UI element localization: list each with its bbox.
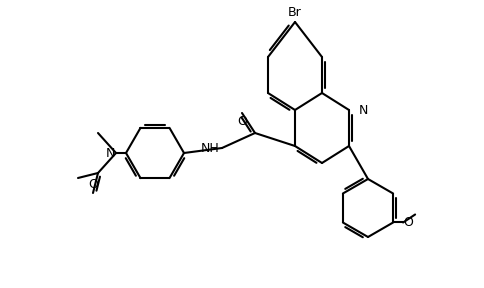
Text: Br: Br xyxy=(287,5,301,18)
Text: N: N xyxy=(105,147,114,160)
Text: O: O xyxy=(88,179,98,192)
Text: N: N xyxy=(358,103,368,117)
Text: O: O xyxy=(237,115,246,128)
Text: NH: NH xyxy=(200,141,219,154)
Text: O: O xyxy=(402,216,412,229)
